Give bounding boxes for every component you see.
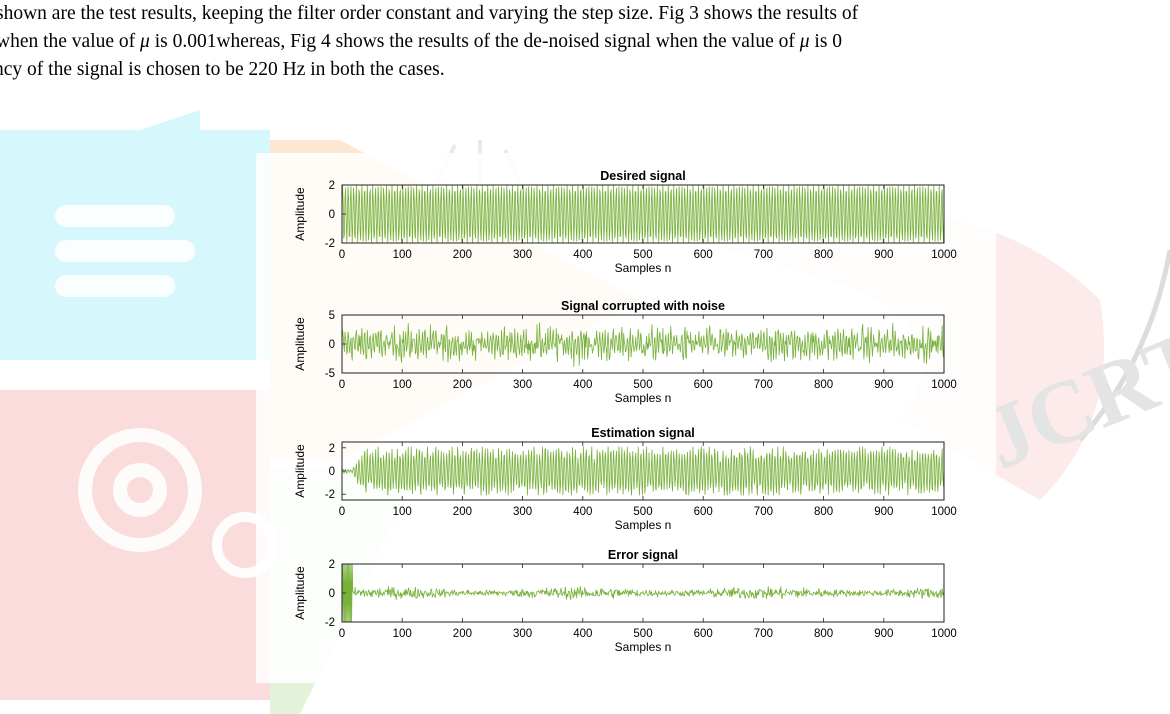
x-tick-label: 0 <box>339 506 345 518</box>
paragraph-line-3: ncy of the signal is chosen to be 220 Hz… <box>0 59 445 80</box>
signal-line <box>342 322 945 367</box>
x-tick-label: 100 <box>393 628 412 640</box>
signal-line <box>342 446 945 496</box>
y-tick-label: 0 <box>329 339 335 351</box>
x-tick-label: 200 <box>453 379 472 391</box>
x-tick-label: 900 <box>874 249 893 261</box>
signal-trace <box>342 322 945 367</box>
x-tick-label: 900 <box>874 506 893 518</box>
y-tick-label: -2 <box>325 238 335 250</box>
signal-trace <box>342 446 945 496</box>
paragraph-line-2-b: is 0.001whereas, Fig 4 shows the results… <box>149 31 800 52</box>
y-axis-label: Amplitude <box>293 444 307 498</box>
x-tick-label: 700 <box>754 506 773 518</box>
y-tick-label: 0 <box>329 466 335 478</box>
body-paragraph: shown are the test results, keeping the … <box>0 0 1170 84</box>
x-tick-label: 700 <box>754 628 773 640</box>
y-tick-label: 0 <box>329 209 335 221</box>
x-tick-label: 400 <box>573 249 592 261</box>
paragraph-line-1: shown are the test results, keeping the … <box>0 3 859 24</box>
watermark-cyan-cut-shape <box>20 110 200 190</box>
y-tick-label: 2 <box>329 443 335 455</box>
y-tick-label: -5 <box>325 368 335 380</box>
circuit-hand-icon <box>55 205 195 297</box>
x-tick-label: 500 <box>633 628 652 640</box>
x-tick-label: 800 <box>814 628 833 640</box>
x-tick-label: 400 <box>573 379 592 391</box>
x-tick-label: 300 <box>513 628 532 640</box>
x-tick-label: 1000 <box>931 379 957 391</box>
signal-line <box>342 563 945 623</box>
x-tick-label: 700 <box>754 379 773 391</box>
chart-title: Error signal <box>608 548 678 562</box>
x-tick-label: 700 <box>754 249 773 261</box>
x-tick-label: 100 <box>393 379 412 391</box>
x-axis-label: Samples n <box>615 518 672 532</box>
x-tick-label: 200 <box>453 628 472 640</box>
signal-trace <box>342 563 945 623</box>
x-tick-label: 600 <box>694 628 713 640</box>
x-tick-label: 0 <box>339 379 345 391</box>
x-axis-label: Samples n <box>615 640 672 654</box>
x-tick-label: 500 <box>633 249 652 261</box>
x-tick-label: 500 <box>633 379 652 391</box>
y-tick-label: 0 <box>329 588 335 600</box>
paragraph-line-2: when the value of μ is 0.001whereas, Fig… <box>0 28 1170 56</box>
paragraph-line-2-a: when the value of <box>0 31 141 52</box>
x-tick-label: 1000 <box>931 249 957 261</box>
paragraph-line-2-c: is 0 <box>809 31 843 52</box>
x-tick-label: 800 <box>814 249 833 261</box>
chart-title: Signal corrupted with noise <box>561 299 725 313</box>
signal-line <box>342 185 945 243</box>
x-tick-label: 1000 <box>931 506 957 518</box>
x-tick-label: 500 <box>633 506 652 518</box>
x-axis-label: Samples n <box>615 261 672 275</box>
mu-symbol: μ <box>140 31 150 52</box>
chart-title: Desired signal <box>600 169 685 183</box>
watermark-swoosh <box>1078 249 1170 442</box>
y-tick-label: -2 <box>325 489 335 501</box>
x-tick-label: 800 <box>814 379 833 391</box>
y-axis-label: Amplitude <box>293 317 307 371</box>
y-axis-label: Amplitude <box>293 187 307 241</box>
lms-filter-figure: Desired signal 0 100 200 300 400 500 600 700 800 9… <box>256 153 996 683</box>
x-tick-label: 300 <box>513 249 532 261</box>
x-tick-label: 100 <box>393 506 412 518</box>
y-tick-label: -2 <box>325 617 335 629</box>
x-tick-label: 400 <box>573 506 592 518</box>
x-tick-label: 0 <box>339 249 345 261</box>
gear-icon <box>78 428 202 552</box>
x-tick-label: 900 <box>874 379 893 391</box>
x-tick-label: 200 <box>453 506 472 518</box>
y-tick-label: 2 <box>329 559 335 571</box>
signal-trace <box>342 185 945 243</box>
y-axis-label: Amplitude <box>293 566 307 620</box>
x-tick-label: 600 <box>694 379 713 391</box>
x-tick-label: 900 <box>874 628 893 640</box>
y-tick-label: 2 <box>329 180 335 192</box>
mu-symbol-2: μ <box>799 31 810 52</box>
x-tick-label: 600 <box>694 506 713 518</box>
x-tick-label: 100 <box>393 249 412 261</box>
x-tick-label: 600 <box>694 249 713 261</box>
x-tick-label: 200 <box>453 249 472 261</box>
x-tick-label: 300 <box>513 506 532 518</box>
x-tick-label: 400 <box>573 628 592 640</box>
chart-title: Estimation signal <box>591 426 695 440</box>
x-tick-label: 1000 <box>931 628 957 640</box>
x-tick-label: 0 <box>339 628 345 640</box>
x-tick-label: 800 <box>814 506 833 518</box>
x-tick-label: 300 <box>513 379 532 391</box>
y-tick-label: 5 <box>329 310 335 322</box>
x-axis-label: Samples n <box>615 391 672 405</box>
